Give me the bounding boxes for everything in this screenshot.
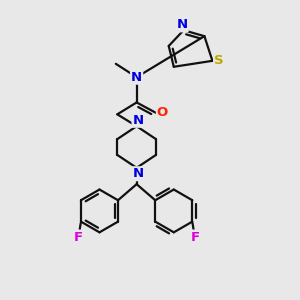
Text: O: O [157,106,168,119]
Text: S: S [214,54,224,67]
Text: F: F [74,231,82,244]
Text: N: N [176,18,188,32]
Text: N: N [133,167,144,180]
Text: N: N [131,71,142,84]
Text: N: N [133,114,144,127]
Text: F: F [191,231,200,244]
